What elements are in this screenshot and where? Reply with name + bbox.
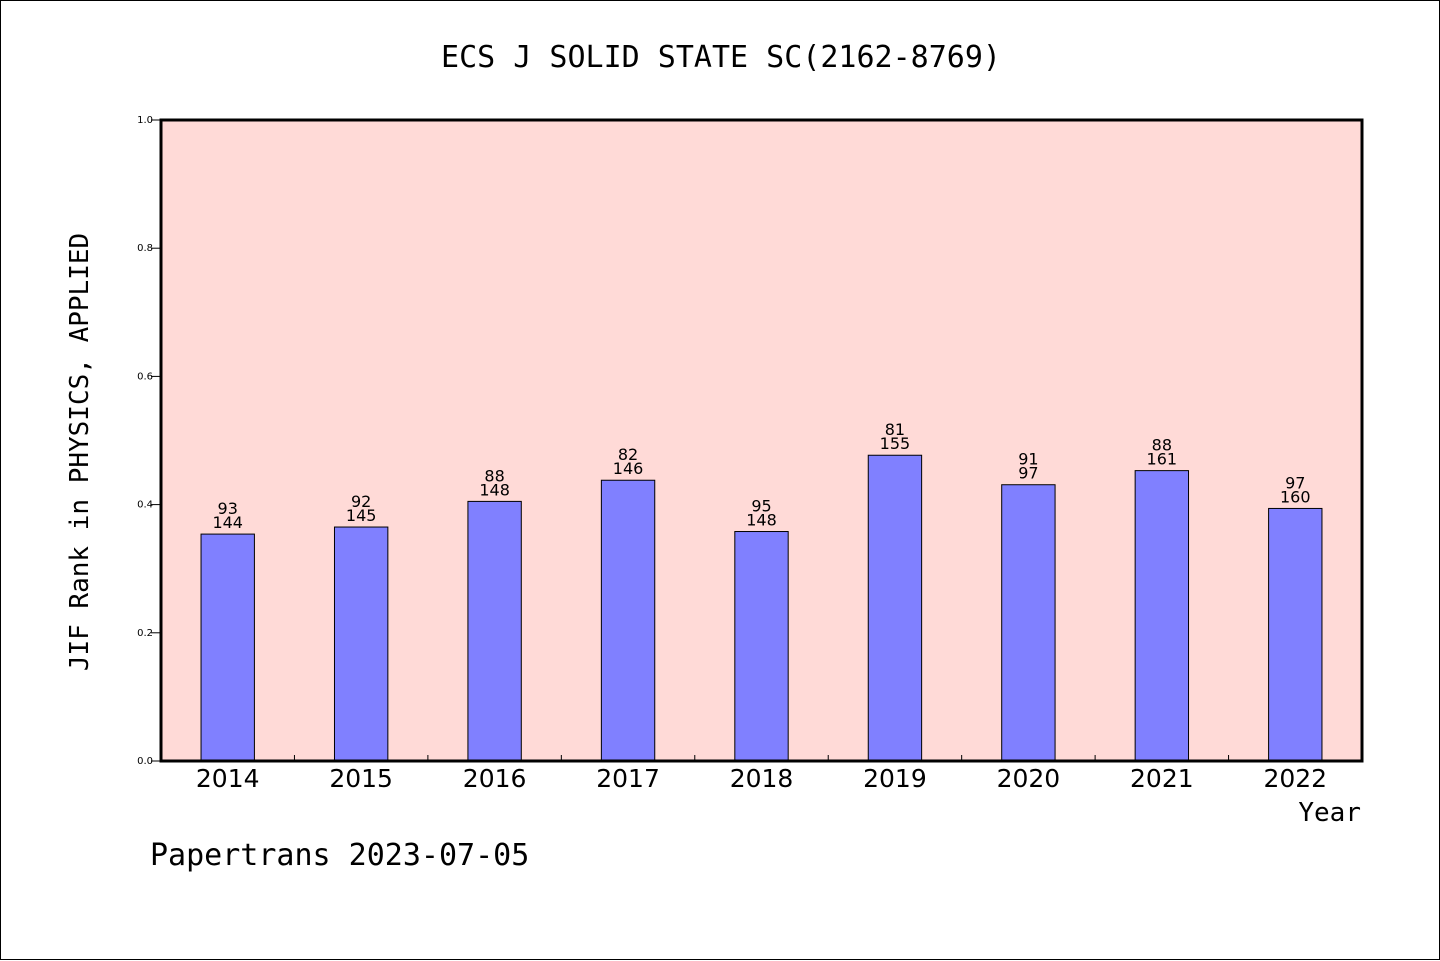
x-tick-label-2020: 2020 [997,764,1061,793]
plot-frame [159,118,1364,763]
x-tick-label-2021: 2021 [1130,764,1194,793]
y-tick-label: 0.4 [137,500,153,511]
rank-label-2018: 95 [751,497,771,516]
bar-2019 [867,454,923,762]
total-label-2015: 145 [346,506,377,525]
total-label-2022: 160 [1280,487,1311,506]
rank-label-2016: 88 [484,466,504,485]
y-tick-label: 0.8 [137,243,153,254]
y-tick-label: 0.0 [137,756,153,767]
x-axis-label: Year [1298,798,1361,828]
x-tick-label-2016: 2016 [463,764,527,793]
bar-2017 [600,479,656,762]
bar-2016 [467,500,522,762]
y-tick-label: 0.2 [137,628,153,639]
rank-label-2021: 88 [1152,436,1172,455]
x-tick-label-2019: 2019 [863,764,927,793]
bar-2015 [333,526,389,762]
x-tick-label-2015: 2015 [329,764,393,793]
rank-label-2022: 97 [1285,473,1305,492]
x-tick-label-2022: 2022 [1263,764,1327,793]
bar-2022 [1268,507,1323,762]
y-axis: 0.0 0.2 0.4 0.6 0.8 1.0 [137,115,161,767]
footer-credit: Papertrans 2023-07-05 [150,838,529,873]
rank-label-2014: 93 [218,499,238,518]
bar-2018 [734,531,789,762]
x-tick-label-2014: 2014 [196,764,260,793]
x-tick-label-2018: 2018 [730,764,794,793]
total-label-2014: 144 [212,513,243,532]
x-axis: 2014 2015 2016 2017 2018 2019 2020 2021 2022 [196,755,1327,793]
rank-label-2015: 92 [351,492,371,511]
rank-label-2017: 82 [618,445,638,464]
rank-label-2019: 81 [885,420,905,439]
bar-2020 [1001,484,1056,762]
total-label-2016: 148 [479,480,510,499]
total-label-2018: 148 [746,511,777,530]
bar-2021 [1134,470,1190,762]
rank-label-2020: 91 [1018,450,1038,469]
x-tick-label-2017: 2017 [596,764,660,793]
y-tick-label: 1.0 [137,115,153,126]
bar-2014 [200,533,255,762]
chart-title: ECS J SOLID STATE SC(2162-8769) [441,40,1001,75]
y-tick-label: 0.6 [137,371,153,382]
total-label-2017: 146 [613,459,644,478]
total-label-2019: 155 [880,434,911,453]
bars-group: 9314492145881488214695148811559197881619… [200,420,1323,762]
y-axis-label: JIF Rank in PHYSICS, APPLIED [65,233,95,671]
total-label-2020: 97 [1018,464,1038,483]
total-label-2021: 161 [1147,450,1178,469]
